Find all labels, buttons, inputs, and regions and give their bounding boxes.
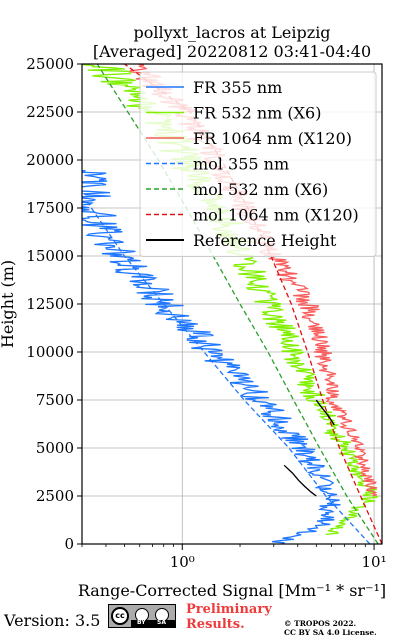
legend-label-fr-1064-nm-x120: FR 1064 nm (X120) bbox=[193, 129, 352, 148]
y-tick-label: 7500 bbox=[36, 391, 74, 409]
series-reference-height bbox=[283, 464, 317, 497]
x-tick-label: 10¹ bbox=[362, 553, 387, 571]
series-fr-355-nm bbox=[82, 169, 341, 544]
legend-label-reference-height: Reference Height bbox=[193, 231, 337, 250]
y-tick-label: 10000 bbox=[26, 343, 74, 361]
series-reference-height bbox=[315, 399, 335, 426]
series-mol-355-nm bbox=[86, 201, 371, 544]
legend-label-mol-532-nm-x6: mol 532 nm (X6) bbox=[193, 180, 328, 199]
cc-icon: cc bbox=[111, 607, 129, 625]
y-tick-label: 15000 bbox=[26, 247, 74, 265]
y-tick-label: 17500 bbox=[26, 199, 74, 217]
y-tick-label: 22500 bbox=[26, 103, 74, 121]
chart-title-line2: [Averaged] 20220812 03:41-04:40 bbox=[93, 42, 371, 61]
copyright-line2: CC BY SA 4.0 License. bbox=[284, 628, 377, 637]
legend-label-mol-1064-nm-x120: mol 1064 nm (X120) bbox=[193, 206, 359, 225]
legend-label-fr-532-nm-x6: FR 532 nm (X6) bbox=[193, 104, 321, 123]
prelim-line2: Results. bbox=[186, 617, 245, 632]
y-tick-label: 2500 bbox=[36, 487, 74, 505]
chart-title-line1: pollyxt_lacros at Leipzig bbox=[133, 23, 330, 42]
x-tick-label: 10⁰ bbox=[170, 553, 195, 571]
cc-badge-strip: BY SA bbox=[131, 619, 175, 627]
y-axis-label: Height (m) bbox=[0, 260, 17, 348]
y-tick-label: 20000 bbox=[26, 151, 74, 169]
legend-label-mol-355-nm: mol 355 nm bbox=[193, 155, 289, 174]
version-label: Version: 3.5 bbox=[4, 611, 101, 630]
legend: FR 355 nm FR 532 nm (X6) FR 1064 nm (X120)… bbox=[139, 71, 377, 257]
x-axis-label: Range-Corrected Signal [Mm⁻¹ * sr⁻¹] bbox=[78, 581, 386, 600]
y-tick-label: 12500 bbox=[26, 295, 74, 313]
prelim-line1: Preliminary bbox=[186, 602, 272, 617]
axis-ticks: 0 2500 5000 7500 10000 12500 15000 17500 20000 22… bbox=[26, 55, 386, 571]
y-tick-label: 25000 bbox=[26, 55, 74, 73]
preliminary-results-note: Preliminary Results. bbox=[186, 602, 272, 632]
copyright-note: © TROPOS 2022. CC BY SA 4.0 License. bbox=[284, 619, 377, 637]
y-tick-label: 0 bbox=[64, 535, 74, 553]
copyright-line1: © TROPOS 2022. bbox=[284, 619, 357, 628]
legend-box bbox=[139, 71, 377, 257]
cc-by-sa-icon: cc BY SA bbox=[108, 604, 176, 628]
y-tick-label: 5000 bbox=[36, 439, 74, 457]
legend-label-fr-355-nm: FR 355 nm bbox=[193, 78, 282, 97]
